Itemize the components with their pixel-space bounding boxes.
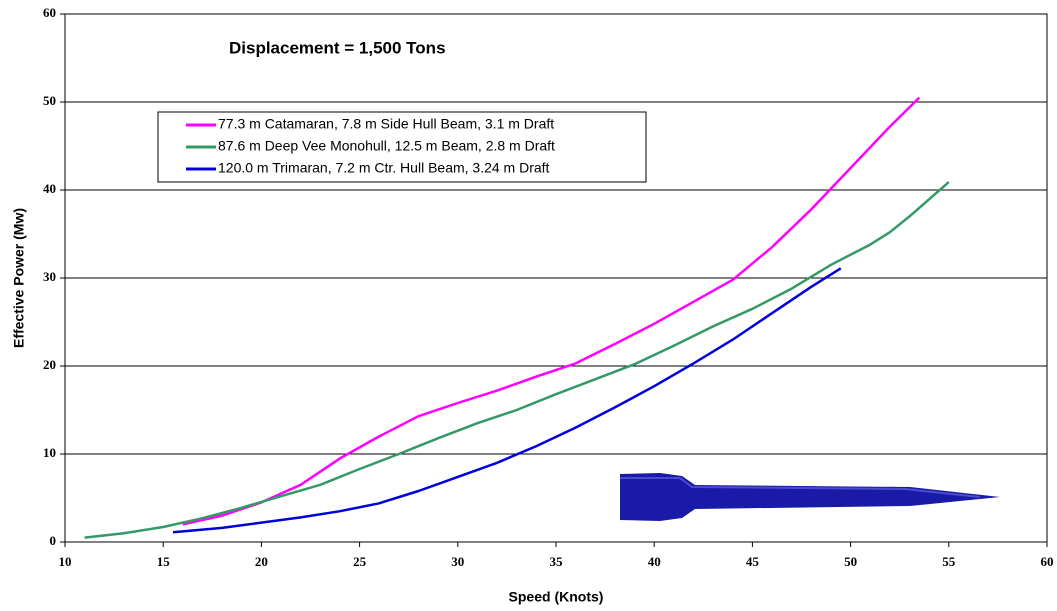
x-tick-label: 20 — [255, 554, 268, 569]
y-tick-label: 10 — [43, 445, 56, 460]
y-tick-label: 20 — [43, 357, 56, 372]
legend-box — [157, 111, 647, 183]
y-tick-label: 50 — [43, 93, 56, 108]
series-line — [172, 267, 842, 534]
y-tick-label: 0 — [50, 533, 57, 548]
x-tick-label: 25 — [353, 554, 367, 569]
x-tick-label: 15 — [157, 554, 171, 569]
legend-label: 77.3 m Catamaran, 7.8 m Side Hull Beam, … — [218, 116, 554, 132]
x-axis-title: Speed (Knots) — [509, 589, 604, 605]
y-tick-label: 60 — [43, 5, 56, 20]
series-line — [84, 181, 950, 539]
ship-icon — [620, 473, 1000, 521]
x-tick-label: 30 — [451, 554, 464, 569]
x-tick-label: 10 — [59, 554, 72, 569]
x-tick-label: 55 — [942, 554, 956, 569]
x-tick-label: 60 — [1041, 554, 1054, 569]
plot-frame — [64, 13, 1048, 543]
chart-title: Displacement = 1,500 Tons — [229, 38, 446, 57]
y-axis-title: Effective Power (Mw) — [11, 208, 27, 348]
y-tick-label: 30 — [43, 269, 56, 284]
y-tick-label: 40 — [43, 181, 56, 196]
x-tick-label: 45 — [746, 554, 760, 569]
series-line — [182, 96, 921, 526]
legend-label: 120.0 m Trimaran, 7.2 m Ctr. Hull Beam, … — [218, 160, 550, 176]
legend-label: 87.6 m Deep Vee Monohull, 12.5 m Beam, 2… — [218, 138, 555, 154]
x-tick-label: 40 — [648, 554, 661, 569]
legend: 77.3 m Catamaran, 7.8 m Side Hull Beam, … — [157, 111, 647, 183]
x-tick-label: 50 — [844, 554, 857, 569]
x-tick-label: 35 — [550, 554, 564, 569]
